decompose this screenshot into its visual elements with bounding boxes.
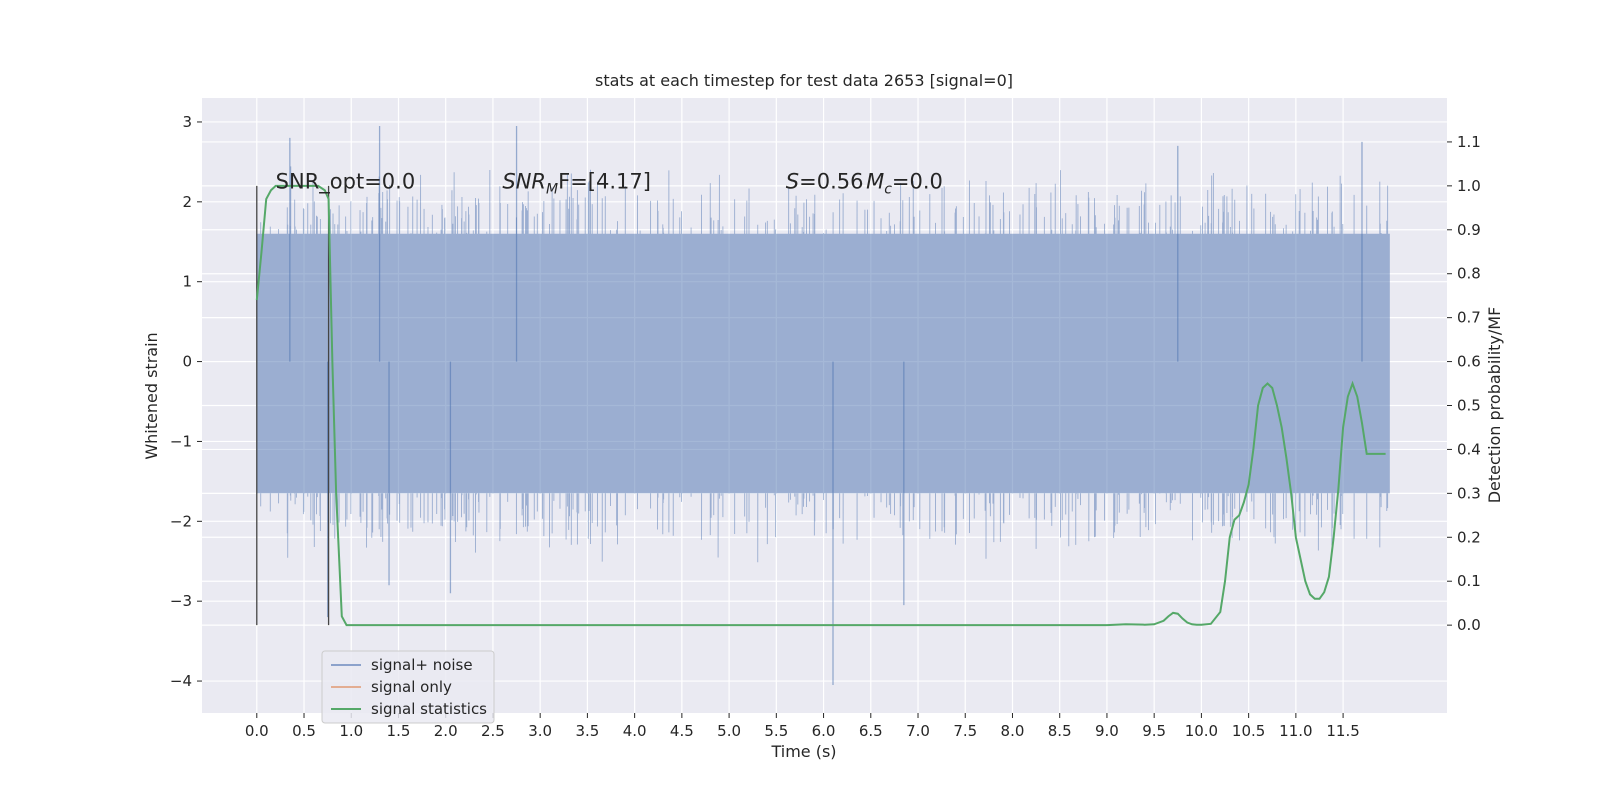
y-axis-label: Whitened strain — [142, 332, 161, 459]
y2-tick-label: 0.7 — [1457, 309, 1481, 327]
x-tick-label: 1.5 — [387, 722, 411, 740]
x-tick-label: 10.5 — [1232, 722, 1265, 740]
y2-tick-label: 0.2 — [1457, 528, 1481, 546]
x-tick-label: 0.0 — [245, 722, 269, 740]
x-tick-label: 6.0 — [812, 722, 836, 740]
x-tick-label: 9.5 — [1142, 722, 1166, 740]
x-axis-label: Time (s) — [770, 742, 836, 761]
y-axis-right: 1.1 1.0 0.9 0.8 0.7 0.6 0.5 0.4 0.3 0.2 0.1 0.0 — [1447, 133, 1481, 634]
legend-label: signal+ noise — [371, 656, 473, 674]
x-tick-label: 10.0 — [1185, 722, 1218, 740]
x-tick-label: 7.5 — [953, 722, 977, 740]
y2-axis-label: Detection probability/MF — [1485, 307, 1504, 504]
x-tick-label: 5.5 — [764, 722, 788, 740]
annotation: SNR_opt=0.0 — [276, 169, 416, 194]
x-tick-label: 2.0 — [434, 722, 458, 740]
x-tick-label: 1.0 — [339, 722, 363, 740]
x-tick-label: 0.5 — [292, 722, 316, 740]
chart-title: stats at each timestep for test data 265… — [595, 71, 1013, 90]
y-tick-label: −2 — [170, 512, 192, 530]
y2-tick-label: 0.8 — [1457, 265, 1481, 283]
y-tick-label: 3 — [182, 113, 192, 131]
noise-trace — [256, 166, 1390, 563]
y2-tick-label: 0.5 — [1457, 397, 1481, 415]
y-tick-label: 2 — [182, 193, 192, 211]
y2-tick-label: 0.9 — [1457, 221, 1481, 239]
x-tick-label: 3.0 — [528, 722, 552, 740]
x-tick-label: 11.5 — [1326, 722, 1359, 740]
x-tick-label: 4.5 — [670, 722, 694, 740]
legend: signal+ noise signal only signal statistic… — [321, 650, 495, 724]
legend-box — [321, 650, 495, 724]
legend-label: signal statistics — [371, 700, 487, 718]
y-tick-label: −4 — [170, 672, 192, 690]
x-tick-label: 3.5 — [575, 722, 599, 740]
y2-tick-label: 0.0 — [1457, 616, 1481, 634]
statistics-line — [255, 184, 1386, 627]
noise-series — [256, 125, 1390, 686]
y2-tick-label: 0.3 — [1457, 484, 1481, 502]
y-tick-label: 0 — [182, 353, 192, 371]
annotations: SNR_opt=0.0 SNRMF=[4.17] S=0.56 Mc=0.0 — [276, 169, 943, 197]
y2-tick-label: 1.0 — [1457, 177, 1481, 195]
x-tick-label: 11.0 — [1279, 722, 1312, 740]
y-tick-label: −1 — [170, 432, 192, 450]
y-tick-label: −3 — [170, 592, 192, 610]
annotation: S=0.56 — [786, 169, 864, 193]
y2-tick-label: 1.1 — [1457, 133, 1481, 151]
y-tick-label: 1 — [182, 273, 192, 291]
y2-tick-label: 0.1 — [1457, 572, 1481, 590]
x-tick-label: 7.0 — [906, 722, 930, 740]
vertical-markers — [256, 185, 330, 626]
x-axis: 0.0 0.5 1.0 1.5 2.0 2.5 3.0 3.5 4.0 4.5 5.0 5.5 6.0 6… — [245, 713, 1360, 740]
legend-label: signal only — [371, 678, 452, 696]
x-tick-label: 6.5 — [859, 722, 883, 740]
x-tick-label: 5.0 — [717, 722, 741, 740]
x-tick-label: 8.0 — [1001, 722, 1025, 740]
x-tick-label: 8.5 — [1048, 722, 1072, 740]
x-tick-label: 2.5 — [481, 722, 505, 740]
x-tick-label: 9.0 — [1095, 722, 1119, 740]
y-axis-left: 3 2 1 0 −1 −2 −3 −4 — [170, 113, 202, 690]
annotation: Mc=0.0 — [866, 169, 943, 197]
statistics-series — [255, 184, 1386, 627]
y2-tick-label: 0.4 — [1457, 440, 1481, 458]
y2-tick-label: 0.6 — [1457, 353, 1481, 371]
x-tick-label: 4.0 — [623, 722, 647, 740]
annotation: SNRMF=[4.17] — [502, 169, 651, 197]
